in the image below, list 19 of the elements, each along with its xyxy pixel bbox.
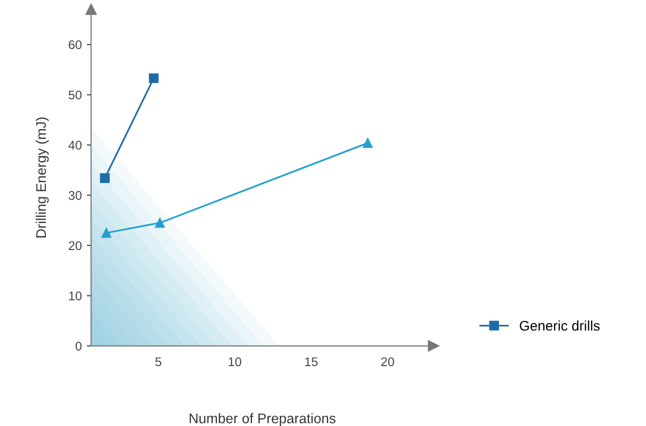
x-tick-label: 5 [155,357,162,366]
y-tick-label: 60 [68,40,82,50]
y-tick-label: 30 [68,191,82,200]
y-tick-label: 0 [76,342,82,351]
legend-label: Generic drills [520,320,600,331]
point [100,173,110,184]
point [362,138,373,148]
y-tick-label: 40 [68,140,82,150]
y-tick-label: 20 [68,241,82,250]
y-tick-label: 10 [69,291,82,300]
point [102,228,112,238]
x-axis-title: Number of Preparations [190,413,336,426]
y-axis-title: Drilling Energy (mJ) [36,118,49,238]
y-tick-label: 50 [68,90,82,100]
point [148,73,159,84]
x-tick-label: 15 [305,357,318,366]
x-tick-label: 20 [381,357,394,366]
x-tick-label: 10 [228,357,242,366]
point [155,218,165,228]
